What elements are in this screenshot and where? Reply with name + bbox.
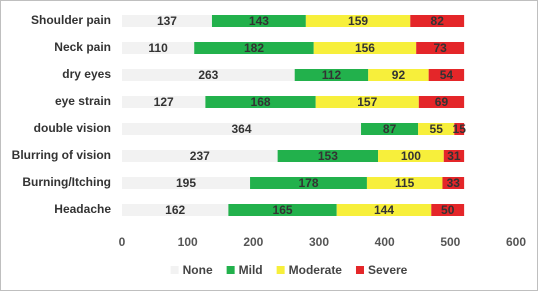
data-label: 263 [198,68,218,82]
data-label: 54 [440,68,454,82]
data-label: 87 [383,122,397,136]
data-label: 157 [357,95,377,109]
legend-swatch [226,266,235,274]
category-label: Blurring of vision [12,148,111,162]
bar-segment [418,96,465,108]
bar-segment [122,204,229,216]
data-label: 73 [433,41,447,55]
data-label: 168 [251,95,271,109]
x-tick-label: 400 [375,235,395,249]
x-tick-label: 500 [440,235,460,249]
data-label: 156 [355,41,375,55]
bar-segment [410,15,465,27]
data-label: 92 [392,68,406,82]
bar-segment [443,150,465,162]
data-label: 15 [453,122,467,136]
data-label: 165 [273,203,293,217]
bar-segment [454,123,465,135]
legend-label: Mild [239,263,263,277]
data-label: 159 [348,14,368,28]
x-tick-label: 200 [243,235,263,249]
data-label: 182 [244,41,264,55]
bar-segment [416,42,465,54]
x-tick-label: 0 [119,235,126,249]
data-label: 82 [431,14,445,28]
data-label: 364 [231,122,251,136]
data-label: 50 [441,203,455,217]
data-label: 115 [395,176,415,190]
legend-swatch [355,266,364,274]
data-label: 237 [190,149,210,163]
bar-segment [205,96,316,108]
legend-swatch [276,266,285,274]
bar-segment [294,69,369,81]
bar-segment [122,177,251,189]
data-label: 162 [165,203,185,217]
category-label: Shoulder pain [31,13,111,27]
category-label: Neck pain [54,40,111,54]
bar-segment [194,42,314,54]
data-label: 137 [157,14,177,28]
data-label: 127 [154,95,174,109]
data-label: 143 [249,14,269,28]
bar-segment [378,150,444,162]
data-label: 178 [298,176,318,190]
data-label: 55 [430,122,444,136]
category-label: Burning/Itching [22,175,111,189]
data-label: 100 [401,149,421,163]
bar-segment [250,177,367,189]
bar-segment [442,177,465,189]
bar-segment [122,123,362,135]
bar-segment [277,150,379,162]
bar-segment [122,150,278,162]
data-label: 31 [447,149,461,163]
bar-segment [431,204,465,216]
legend-swatch [170,266,179,274]
bar-segment [211,15,306,27]
x-tick-label: 600 [506,235,526,249]
bar-segment [418,123,455,135]
bar-segment [368,69,429,81]
legend-label: None [183,263,213,277]
category-label: double vision [34,121,111,135]
data-label: 112 [322,68,342,82]
category-label: eye strain [55,94,111,108]
bar-segment [122,96,206,108]
data-label: 69 [435,95,449,109]
bar-segment [428,69,465,81]
bar-segment [361,123,419,135]
data-label: 33 [447,176,461,190]
legend-label: Severe [368,263,408,277]
legend-label: Moderate [289,263,343,277]
bar-segment [122,15,212,27]
bar-segment [122,42,195,54]
bar-segment [313,42,417,54]
bar-segment [122,69,295,81]
bar-segment [305,15,411,27]
bar-segment [336,204,432,216]
data-label: 195 [176,176,196,190]
bar-segment [228,204,337,216]
category-label: dry eyes [62,67,111,81]
data-label: 110 [148,41,168,55]
bar-segment [366,177,443,189]
x-tick-label: 300 [309,235,329,249]
data-label: 153 [318,149,338,163]
data-label: 144 [374,203,394,217]
bar-segment [315,96,419,108]
category-label: Headache [54,202,111,216]
x-tick-label: 100 [178,235,198,249]
